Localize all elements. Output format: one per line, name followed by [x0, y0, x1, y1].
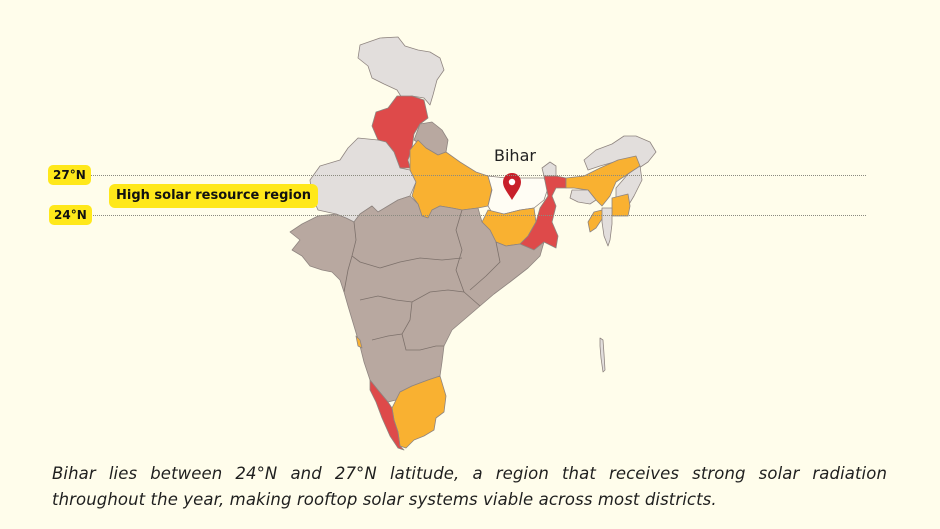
caption-text: Bihar lies between 24°N and 27°N latitud… [52, 461, 887, 513]
latitude-line-24n [89, 215, 866, 216]
bihar-label: Bihar [494, 146, 536, 165]
map-pin-icon [503, 173, 521, 200]
state-jammu-kashmir [357, 36, 445, 106]
caption-line-1: Bihar lies between 24°N and 27°N latitud… [52, 464, 887, 483]
latitude-line-27n [89, 175, 866, 176]
state-goa [355, 335, 363, 349]
state-mizoram [601, 207, 613, 247]
state-uttar-pradesh [409, 139, 493, 219]
caption-line-2: throughout the year, making rooftop sola… [52, 490, 717, 509]
state-assam [565, 155, 641, 207]
latitude-badge-27n: 27°N [48, 165, 91, 185]
latitude-badge-24n: 24°N [49, 205, 92, 225]
state-meghalaya [569, 189, 597, 205]
state-borders [343, 209, 501, 351]
high-solar-region-label: High solar resource region [109, 184, 319, 208]
state-manipur [611, 193, 631, 217]
andaman-islands [599, 337, 606, 373]
state-sikkim [541, 161, 557, 177]
state-kerala [369, 379, 405, 451]
